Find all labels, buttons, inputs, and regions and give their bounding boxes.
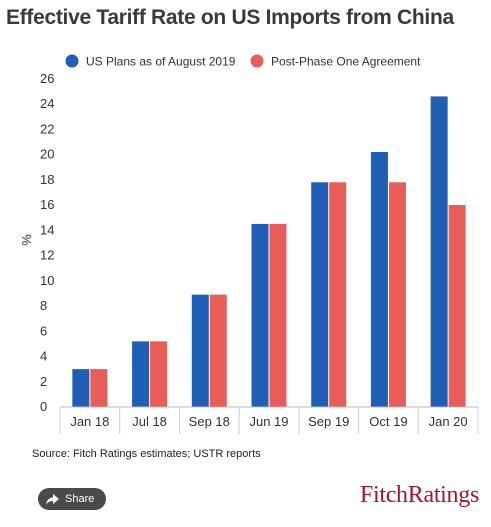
bar-chart: US Plans as of August 2019 Post-Phase One…	[19, 54, 479, 434]
y-tick-label: 16	[40, 197, 54, 212]
x-tick-label: Sep 19	[308, 414, 349, 429]
legend-label: US Plans as of August 2019	[86, 55, 236, 69]
y-tick-label: 20	[40, 147, 54, 162]
bar-us-plans	[72, 369, 90, 407]
legend-marker	[250, 54, 264, 68]
bar-us-plans	[370, 151, 388, 407]
chart-legend: US Plans as of August 2019 Post-Phase One…	[65, 54, 421, 69]
y-tick-label: 24	[40, 96, 54, 111]
y-tick-label: 8	[40, 298, 47, 313]
y-tick-label: 10	[40, 273, 54, 288]
y-axis-label: %	[19, 234, 34, 246]
y-tick-label: 12	[40, 248, 54, 263]
bar-post-phase-one	[209, 294, 227, 407]
y-tick-label: 4	[40, 349, 47, 364]
y-tick-label: 22	[40, 121, 54, 136]
x-axis: Jan 18 Jul 18 Sep 18 Jun 19 Sep 19 Oct 19 Jan …	[59, 406, 479, 434]
bar-post-phase-one	[388, 182, 406, 407]
x-tick-label: Jan 18	[70, 414, 109, 429]
bar-us-plans	[191, 294, 209, 407]
y-tick-label: 14	[40, 222, 54, 237]
x-tick-label: Jun 19	[249, 414, 288, 429]
share-label: Share	[65, 493, 95, 505]
fitch-ratings-logo: FitchRatings	[359, 482, 479, 508]
bar-post-phase-one	[150, 341, 168, 407]
chart-title: Effective Tariff Rate on US Imports from…	[6, 6, 454, 29]
x-tick-label: Jul 18	[132, 414, 167, 429]
x-tick-label: Jan 20	[429, 414, 468, 429]
y-tick-label: 18	[40, 172, 54, 187]
bar-us-plans	[430, 96, 448, 408]
share-icon	[46, 493, 59, 505]
source-note: Source: Fitch Ratings estimates; USTR re…	[32, 448, 261, 460]
legend-label: Post-Phase One Agreement	[271, 55, 421, 69]
y-tick-label: 6	[40, 323, 47, 338]
bar-us-plans	[311, 182, 329, 407]
y-tick-label: 0	[40, 399, 47, 414]
y-tick-label: 26	[40, 71, 54, 86]
bars	[72, 96, 466, 408]
bar-us-plans	[132, 341, 150, 407]
bar-post-phase-one	[448, 205, 466, 407]
legend-marker	[65, 54, 79, 68]
bar-post-phase-one	[329, 182, 347, 407]
bar-us-plans	[251, 223, 269, 407]
share-button[interactable]: Share	[38, 488, 106, 510]
bar-post-phase-one	[90, 369, 108, 407]
x-tick-label: Sep 18	[189, 414, 230, 429]
x-tick-label: Oct 19	[369, 414, 407, 429]
y-tick-label: 2	[40, 374, 47, 389]
bar-post-phase-one	[269, 223, 287, 407]
